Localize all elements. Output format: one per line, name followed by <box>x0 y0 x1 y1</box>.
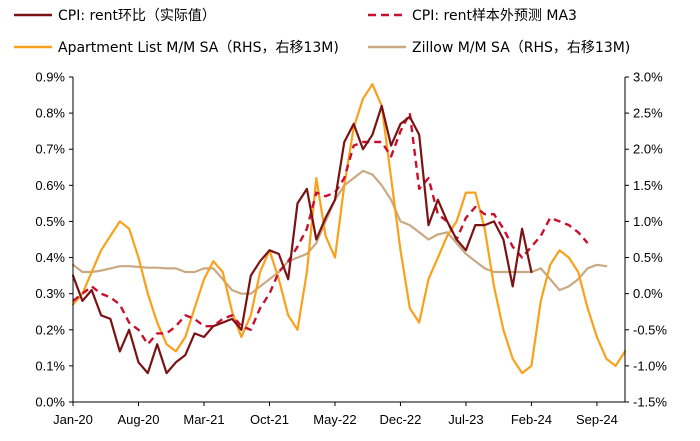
right-axis-tick-label: 0.5% <box>633 250 663 265</box>
right-axis-tick-label: 0.0% <box>633 286 663 301</box>
x-axis-tick-label: Jan-20 <box>53 412 93 427</box>
x-axis-tick-label: Jul-23 <box>448 412 483 427</box>
legend-item-2: Apartment List M/M SA（RHS，右移13M) <box>14 40 339 56</box>
right-axis-tick-label: 1.0% <box>633 214 663 229</box>
right-axis-tick-label: 1.5% <box>633 178 663 193</box>
left-axis-tick-label: 0.1% <box>35 358 65 373</box>
left-axis-tick-label: 0.5% <box>35 214 65 229</box>
left-axis-tick-label: 0.8% <box>35 106 65 121</box>
x-axis-tick-label: Sep-24 <box>576 412 618 427</box>
left-axis-tick-label: 0.9% <box>35 70 65 85</box>
right-axis-tick-label: -0.5% <box>633 322 667 337</box>
x-axis-tick-label: Feb-24 <box>511 412 552 427</box>
legend-item-1: CPI: rent样本外预测 MA3 <box>368 8 577 24</box>
x-axis-tick-label: Aug-20 <box>118 412 160 427</box>
left-axis-tick-label: 0.3% <box>35 286 65 301</box>
axes: 0.0% 0.1% 0.2% 0.3% 0.4% 0.5% 0.6% 0.7% 0.8% 0.9%… <box>35 70 667 428</box>
legend-item-3: Zillow M/M SA（RHS，右移13M) <box>368 40 630 56</box>
legend-label: CPI: rent环比（实际值） <box>58 8 216 24</box>
x-axis-tick-label: May-22 <box>313 412 356 427</box>
left-axis-tick-label: 0.0% <box>35 395 65 410</box>
legend-label: Apartment List M/M SA（RHS，右移13M) <box>58 40 339 56</box>
left-axis-tick-label: 0.2% <box>35 322 65 337</box>
x-axis-tick-label: Dec-22 <box>379 412 421 427</box>
legend-label: Zillow M/M SA（RHS，右移13M) <box>412 40 630 56</box>
x-axis-tick-label: Mar-21 <box>183 412 224 427</box>
legend: CPI: rent环比（实际值） CPI: rent样本外预测 MA3 Apartm… <box>14 8 630 56</box>
series-line-1 <box>72 111 589 346</box>
legend-label: CPI: rent样本外预测 MA3 <box>412 8 577 24</box>
right-axis-tick-label: -1.0% <box>633 358 667 373</box>
plot-lines <box>71 83 627 375</box>
left-axis-tick-label: 0.6% <box>35 178 65 193</box>
series-line-0 <box>71 104 533 375</box>
x-axis-tick-label: Oct-21 <box>250 412 289 427</box>
left-axis-tick-label: 0.4% <box>35 250 65 265</box>
series-line-3 <box>71 169 608 295</box>
right-axis-tick-label: 2.5% <box>633 106 663 121</box>
legend-item-0: CPI: rent环比（实际值） <box>14 8 216 24</box>
right-axis-tick-label: 3.0% <box>633 70 663 85</box>
left-axis-tick-label: 0.7% <box>35 142 65 157</box>
right-axis-tick-label: -1.5% <box>633 395 667 410</box>
series-line-2 <box>71 83 627 375</box>
right-axis-tick-label: 2.0% <box>633 142 663 157</box>
